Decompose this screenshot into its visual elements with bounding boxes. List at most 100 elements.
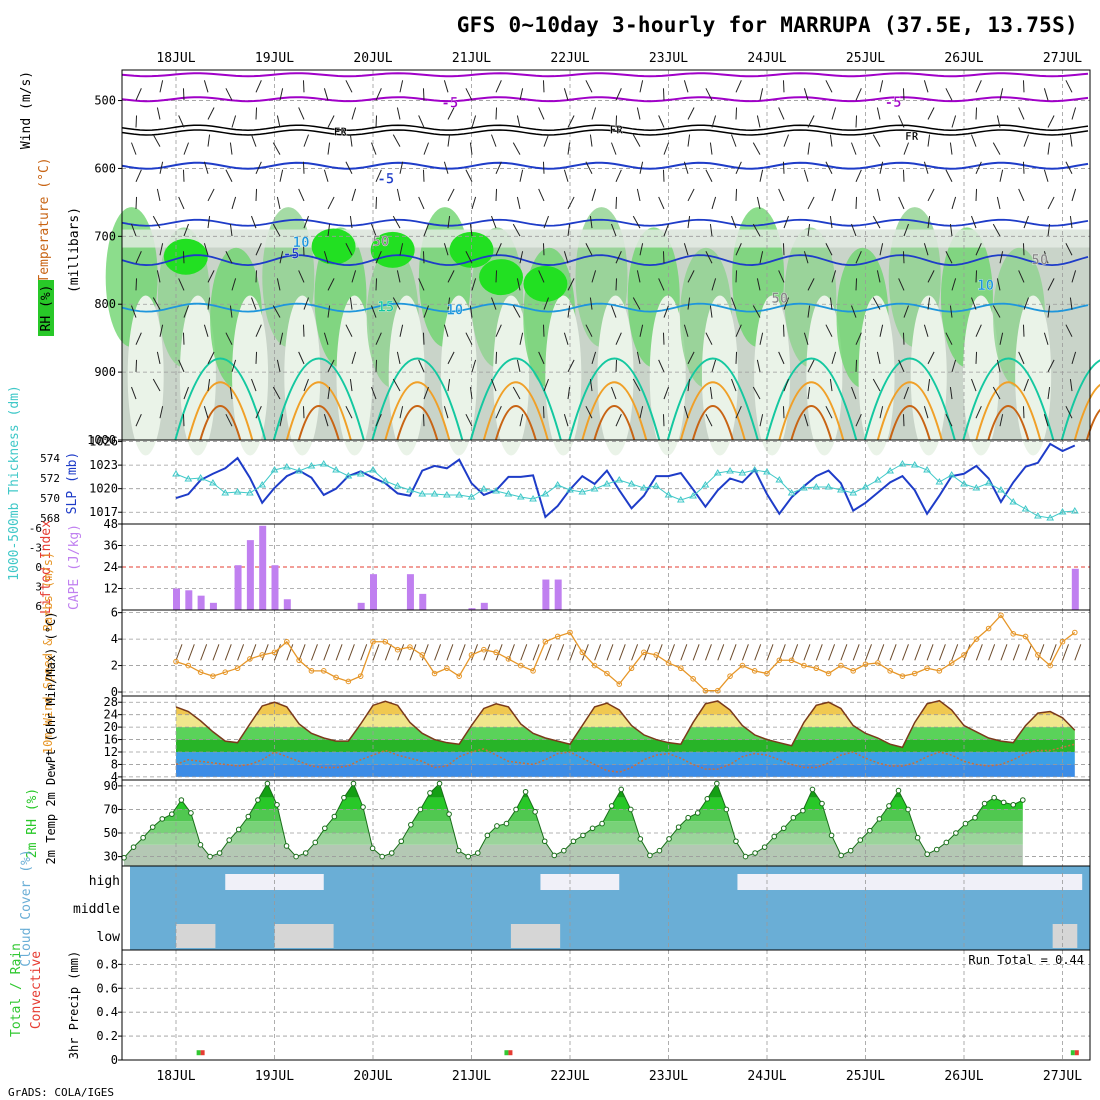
wind-barb xyxy=(399,80,404,93)
tick-label: 20 xyxy=(104,720,118,734)
thickness-point xyxy=(861,483,870,490)
thickness-point xyxy=(664,491,673,498)
tick-label: 570 xyxy=(40,492,60,505)
wind-barb xyxy=(687,351,695,365)
tick-label: 6 xyxy=(111,606,118,620)
wind-barb xyxy=(903,305,909,318)
axis-label: 2m RH (%) xyxy=(25,788,40,858)
day-label: 19JUL xyxy=(255,51,294,66)
wind-barb xyxy=(1022,324,1025,337)
rh-point xyxy=(905,806,911,813)
wind-barb xyxy=(251,215,257,229)
cape-bar xyxy=(1071,568,1079,610)
rh-point xyxy=(197,841,204,848)
wind-barb xyxy=(992,386,1001,400)
wind-barb xyxy=(255,188,258,201)
wind-barb xyxy=(392,215,401,229)
thickness-point xyxy=(923,466,931,473)
wind-barb xyxy=(251,378,257,392)
wind-barb xyxy=(156,107,161,120)
wind-barb xyxy=(591,351,597,365)
wind-barb xyxy=(471,644,478,661)
thickness-point xyxy=(775,476,784,483)
wind-barb xyxy=(927,216,931,229)
rh-point xyxy=(274,801,280,808)
wind-point xyxy=(296,657,302,664)
wind-barb xyxy=(225,251,233,264)
wind-barb xyxy=(255,161,262,174)
thickness-point xyxy=(984,479,993,486)
wind-barb xyxy=(1047,142,1051,155)
isotherm-label: 10 xyxy=(446,303,463,319)
thickness-point xyxy=(615,476,624,483)
wind-barb xyxy=(803,251,809,264)
rh-point xyxy=(226,837,232,843)
rh-point xyxy=(1000,799,1007,806)
wind-barb xyxy=(901,644,909,661)
thickness-point xyxy=(639,484,648,491)
isotherm-arch xyxy=(962,357,1055,441)
rh-point xyxy=(972,814,978,821)
wind-barb xyxy=(855,413,862,427)
wind-point xyxy=(1010,631,1017,637)
wind-barb xyxy=(855,332,862,345)
wind-barb xyxy=(711,196,717,210)
tick-label: 1020 xyxy=(89,482,118,496)
rh-point xyxy=(1010,801,1017,808)
wind-barb xyxy=(542,161,545,174)
wind-barb xyxy=(182,414,185,427)
wind-barb xyxy=(182,169,185,182)
wind-barb xyxy=(705,169,713,183)
slp-thickness-panel: 574 572 570 568 1026 1023 1020 1017 1000-500mb T… xyxy=(7,385,1091,581)
wind-barb xyxy=(212,644,220,661)
rh-point xyxy=(522,788,529,795)
wind-barb xyxy=(423,142,429,155)
rh-point xyxy=(618,786,625,793)
wind-barb xyxy=(778,188,785,202)
wind-barb xyxy=(159,161,164,174)
wind-barb xyxy=(807,386,811,400)
thickness-point xyxy=(873,476,882,483)
wind-barb xyxy=(159,406,164,419)
wind-barb xyxy=(803,88,809,101)
wind-barb xyxy=(327,224,331,237)
wind-barb xyxy=(705,88,713,101)
tick-label: 0.8 xyxy=(96,957,118,971)
tick-label: 0 xyxy=(111,685,118,699)
rh-point xyxy=(321,825,328,832)
wind-barb xyxy=(1047,196,1055,210)
rh-cell xyxy=(232,295,269,456)
cloud-level-label: low xyxy=(97,930,121,945)
wind-barb xyxy=(996,115,1001,128)
wind-barb xyxy=(229,142,233,155)
rh-point xyxy=(608,803,615,809)
wind-barb xyxy=(1023,378,1029,392)
wind-barb xyxy=(152,297,161,310)
wind-barb xyxy=(538,188,545,202)
rh-cell xyxy=(311,228,356,265)
rh-point xyxy=(302,850,309,856)
thickness-point xyxy=(701,481,710,488)
wind-barb xyxy=(469,386,473,400)
wind-barb xyxy=(207,351,215,365)
thickness-point xyxy=(344,472,353,479)
cloud-low xyxy=(176,924,216,948)
wind-barb xyxy=(1022,406,1025,419)
wind-barb xyxy=(272,223,281,237)
wind-barb xyxy=(349,134,353,147)
rh-point xyxy=(350,780,357,787)
wind-barb xyxy=(778,270,785,283)
cloud-level-label: high xyxy=(89,874,120,889)
wind-barb xyxy=(829,297,833,310)
wind-barb xyxy=(687,378,691,392)
wind-point xyxy=(468,652,475,658)
wind-barb xyxy=(752,142,761,155)
wind-barb xyxy=(255,243,262,256)
wind-barb xyxy=(351,107,357,120)
isotherm-arch xyxy=(285,381,352,441)
isotherm-label: -5 xyxy=(377,172,394,188)
wind-barb xyxy=(351,270,357,283)
wind-barb xyxy=(996,359,1001,372)
axis-label: Total / Rain xyxy=(9,943,24,1037)
rh-point xyxy=(341,794,347,801)
